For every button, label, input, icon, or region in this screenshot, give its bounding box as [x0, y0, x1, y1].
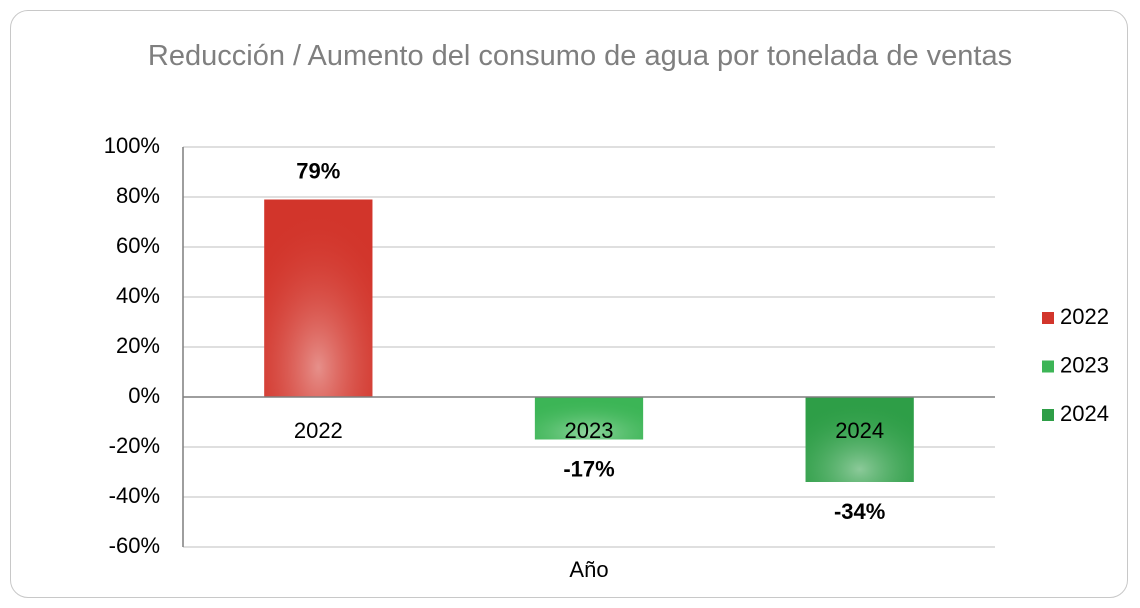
x-axis-title: Año	[569, 557, 608, 582]
legend-label: 2024	[1060, 401, 1109, 426]
x-tick-label: 2022	[294, 418, 343, 443]
y-tick-label: 40%	[116, 283, 160, 308]
legend-swatch	[1042, 409, 1054, 421]
y-tick-label: 80%	[116, 183, 160, 208]
data-label: 79%	[296, 158, 340, 183]
bar-shine	[264, 199, 373, 397]
bar-shine	[534, 397, 644, 440]
x-tick-label: 2024	[835, 418, 884, 443]
data-label: -17%	[563, 456, 614, 481]
y-tick-label: -40%	[109, 483, 160, 508]
legend-swatch	[1042, 360, 1054, 373]
chart-title: Reducción / Aumento del consumo de agua …	[147, 40, 1013, 72]
y-tick-label: -60%	[109, 533, 160, 558]
data-label: -34%	[834, 499, 885, 524]
legend-label: 2023	[1060, 352, 1109, 377]
legend-label: 2022	[1060, 304, 1109, 329]
bar-shine	[805, 397, 914, 482]
x-tick-label: 2023	[565, 418, 614, 443]
chart-card	[10, 10, 1128, 598]
y-tick-label: 20%	[116, 333, 160, 358]
y-tick-label: 100%	[104, 133, 160, 158]
legend-swatch	[1042, 312, 1054, 324]
y-tick-label: 0%	[128, 383, 160, 408]
y-tick-label: 60%	[116, 233, 160, 258]
y-tick-label: -20%	[109, 433, 160, 458]
